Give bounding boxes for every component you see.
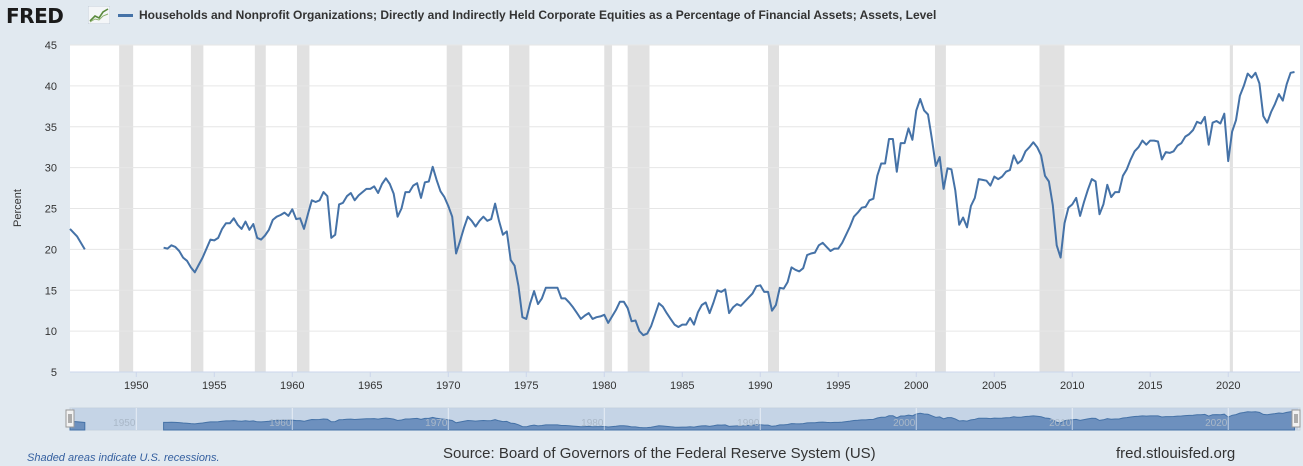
navigator-right-handle[interactable]	[1291, 409, 1301, 428]
y-tick-label-35: 35	[45, 122, 57, 134]
series-layer	[69, 71, 1295, 337]
x-tick-label-1960: 1960	[280, 380, 304, 392]
y-tick-label-45: 45	[45, 40, 57, 52]
y-axis-label: Percent	[12, 189, 24, 227]
x-tick-label-1955: 1955	[202, 380, 226, 392]
x-tick-label-1990: 1990	[748, 380, 772, 392]
navigator-tick-label-1990: 1990	[737, 418, 760, 429]
x-tick-label-1950: 1950	[124, 380, 148, 392]
chart-legend: Households and Nonprofit Organizations; …	[118, 8, 936, 22]
y-tick-label-10: 10	[45, 326, 57, 338]
x-tick-label-1980: 1980	[592, 380, 616, 392]
x-axis-ticks: 1950 1955 1960 1965 1970 1975 1980 1985 1990 1995…	[70, 371, 1300, 392]
x-tick-label-1985: 1985	[670, 380, 694, 392]
y-tick-label-25: 25	[45, 204, 57, 216]
x-tick-label-2005: 2005	[982, 380, 1006, 392]
navigator-ticks: 1950 1960 1970 1980 1990 2000 2010 2020	[113, 408, 1229, 430]
x-tick-label-2000: 2000	[904, 380, 928, 392]
x-tick-label-1995: 1995	[826, 380, 850, 392]
navigator-tick-label-1980: 1980	[581, 418, 604, 429]
series-line-segment-0	[69, 228, 86, 250]
y-tick-label-20: 20	[45, 244, 57, 256]
y-axis-ticks: 5 10 15 20 25 30 35 40 45	[45, 40, 57, 379]
header: FRED Households and Nonprofit Organizati…	[0, 0, 1303, 34]
y-tick-label-30: 30	[45, 163, 57, 175]
y-tick-label-15: 15	[45, 285, 57, 297]
range-navigator[interactable]: 1950 1960 1970 1980 1990 2000 2010 2020	[65, 407, 1301, 431]
navigator-tick-label-2020: 2020	[1205, 418, 1228, 429]
x-tick-label-1970: 1970	[436, 380, 460, 392]
navigator-tick-label-2000: 2000	[893, 418, 916, 429]
x-tick-label-2015: 2015	[1138, 380, 1162, 392]
legend-swatch	[118, 13, 133, 17]
navigator-tick-label-1960: 1960	[269, 418, 292, 429]
navigator-tick-label-2010: 2010	[1049, 418, 1072, 429]
recession-note: Shaded areas indicate U.S. recessions.	[27, 452, 220, 464]
y-tick-label-40: 40	[45, 81, 57, 93]
x-tick-label-1965: 1965	[358, 380, 382, 392]
legend-label: Households and Nonprofit Organizations; …	[139, 8, 937, 22]
x-tick-label-2010: 2010	[1060, 380, 1084, 392]
navigator-left-handle[interactable]	[65, 409, 75, 428]
series-line-segment-1	[163, 71, 1295, 337]
fred-logo[interactable]: FRED	[6, 4, 64, 28]
line-graph-icon	[88, 6, 110, 24]
site-link[interactable]: fred.stlouisfed.org	[1116, 445, 1236, 462]
navigator-tick-label-1950: 1950	[113, 418, 136, 429]
navigator-tick-label-1970: 1970	[425, 418, 448, 429]
source-text: Source: Board of Governors of the Federa…	[443, 445, 876, 462]
x-tick-label-1975: 1975	[514, 380, 538, 392]
y-tick-label-5: 5	[51, 367, 57, 379]
x-tick-label-2020: 2020	[1216, 380, 1240, 392]
